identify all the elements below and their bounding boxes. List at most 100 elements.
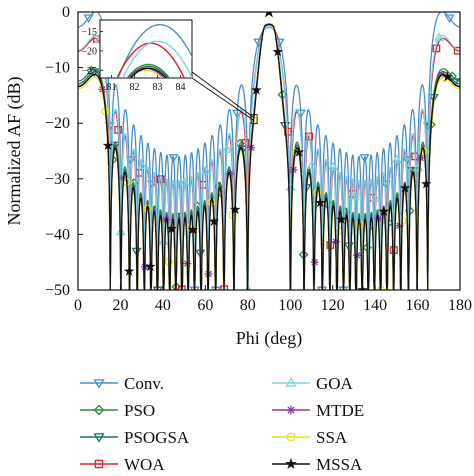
data-point-marker (88, 68, 100, 78)
x-tick-label: 120 (321, 297, 345, 314)
inset-series-line (117, 23, 192, 78)
legend-item-mssa: MSSA (272, 455, 363, 474)
inset-y-tick-label: −20 (81, 46, 97, 57)
legend-label: PSO (124, 401, 155, 420)
inset-x-tick-label: 82 (130, 82, 140, 93)
legend-marker (286, 405, 296, 415)
x-tick-label: 160 (406, 297, 430, 314)
legend-label: WOA (124, 455, 165, 474)
x-tick-label: 180 (448, 297, 472, 314)
legend: Conv. PSO PSOGSA WOA GOA MTDE SSA MSSA (80, 374, 364, 474)
legend-label: Conv. (124, 374, 164, 393)
data-point-marker (125, 156, 137, 165)
y-axis-label: Normalized AF (dB) (4, 77, 25, 226)
peak-marker (265, 12, 273, 18)
data-point-marker (272, 46, 283, 57)
inset-series-line (126, 63, 171, 78)
data-point-marker (357, 284, 368, 290)
y-tick-label: −30 (45, 171, 70, 188)
data-point-marker (378, 205, 390, 216)
x-tick-label: 140 (363, 297, 387, 314)
legend-item-conv-: Conv. (80, 374, 164, 393)
data-point-marker (453, 46, 460, 55)
data-point-marker (380, 180, 391, 190)
data-point-marker (208, 215, 220, 226)
data-point-marker (102, 139, 114, 151)
data-point-marker (229, 204, 241, 215)
data-point-marker (314, 197, 326, 208)
plot-axes: 0 20 40 60 80 100 120 140 160 180 0 −10 −20 −30 −40 −50 (45, 4, 472, 314)
data-point-marker (147, 180, 158, 190)
legend-item-ssa: SSA (272, 428, 348, 447)
data-point-marker (428, 93, 439, 103)
legend-marker (93, 433, 105, 443)
data-point-marker (306, 159, 318, 169)
y-tick-label: −20 (45, 115, 70, 132)
inset-connector (191, 71, 258, 125)
legend-marker (93, 379, 105, 389)
legend-item-psogsa: PSOGSA (80, 428, 190, 447)
connector-line (191, 77, 255, 122)
legend-marker (285, 457, 297, 469)
data-point-marker (168, 154, 179, 163)
y-tick-label: −40 (45, 226, 70, 243)
data-point-marker (187, 224, 199, 235)
inset-y-tick-label: −15 (81, 27, 97, 38)
data-point-marker (200, 165, 211, 175)
y-tick-label: −10 (45, 60, 70, 77)
data-point-marker (434, 32, 445, 42)
inset-frame (99, 19, 193, 79)
series-layer (78, 12, 460, 290)
data-point-marker (336, 213, 347, 224)
zoom-region-box (250, 114, 258, 125)
zoom-inset: 81 82 83 84 −15 −20 −25 (81, 19, 193, 93)
inset-series-line (129, 69, 163, 78)
legend-marker (93, 404, 105, 416)
x-tick-label: 80 (240, 297, 256, 314)
data-point-marker (420, 178, 432, 189)
data-point-marker (179, 176, 190, 186)
y-tick-label: −50 (45, 282, 70, 299)
inset-x-tick-label: 84 (176, 82, 186, 93)
x-tick-label: 40 (155, 297, 171, 314)
x-tick-label: 100 (278, 297, 302, 314)
inset-x-tick-label: 81 (107, 82, 117, 93)
y-tick-label: 0 (62, 4, 70, 21)
data-point-marker (166, 223, 177, 234)
y-axis-title: Normalized AF (dB) (4, 77, 25, 226)
data-point-marker (401, 156, 413, 165)
inset-series-line (116, 42, 186, 78)
legend-item-mtde: MTDE (272, 401, 364, 420)
x-axis-label: Phi (deg) (236, 328, 303, 349)
legend-label: GOA (316, 374, 354, 393)
series-line (78, 23, 460, 290)
data-point-marker (399, 182, 411, 193)
series-mssa (78, 23, 460, 290)
x-tick-label: 60 (197, 297, 213, 314)
data-point-marker (221, 143, 233, 153)
inset-series-line (129, 67, 167, 78)
data-point-marker (293, 146, 305, 157)
data-point-marker (359, 154, 370, 163)
legend-item-woa: WOA (80, 455, 165, 474)
data-point-marker (136, 160, 148, 170)
data-point-marker (123, 265, 135, 276)
plot-frame (77, 11, 461, 291)
inset-curves (116, 23, 192, 78)
data-point-marker (327, 161, 339, 171)
legend-label: MTDE (316, 401, 364, 420)
data-point-marker (349, 190, 360, 200)
legend-label: SSA (316, 428, 348, 447)
x-tick-label: 0 (74, 297, 82, 314)
legend-item-pso: PSO (80, 401, 155, 420)
inset-series-line (127, 65, 169, 78)
legend-item-goa: GOA (272, 374, 354, 393)
data-point-marker (83, 14, 94, 24)
x-tick-label: 20 (112, 297, 128, 314)
data-point-marker (145, 261, 156, 272)
data-point-marker (444, 14, 455, 24)
legend-label: PSOGSA (124, 428, 190, 447)
legend-marker (286, 432, 296, 442)
legend-marker (285, 377, 297, 387)
